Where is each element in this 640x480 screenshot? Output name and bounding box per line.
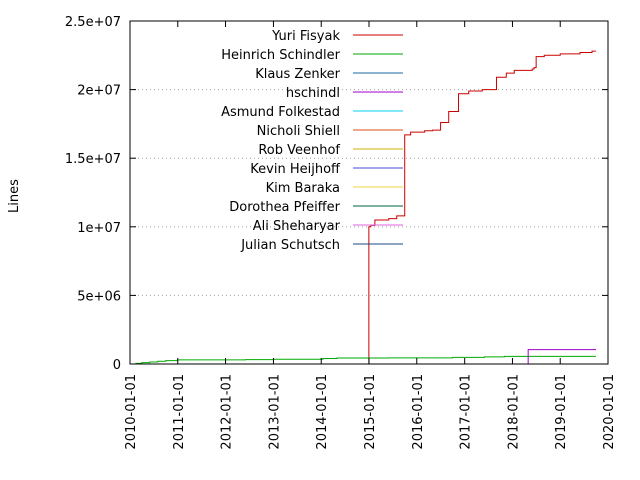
legend-label: Kevin Heijhoff (250, 162, 341, 177)
axis-ticks: 0 5e+06 1e+07 1.5e+07 2e+07 2.5e+07 2010-01-01… (65, 15, 617, 450)
x-tick-label: 2012-01-01 (220, 374, 235, 450)
legend-label: Heinrich Schindler (221, 48, 340, 63)
legend-label: Klaus Zenker (255, 67, 340, 82)
legend-label: Yuri Fisyak (271, 29, 340, 44)
y-axis-label: Lines (7, 179, 22, 213)
legend-label: Kim Baraka (266, 181, 340, 196)
x-tick-label: 2016-01-01 (411, 374, 426, 450)
x-tick-label: 2018-01-01 (506, 374, 521, 450)
series-group (130, 50, 596, 365)
y-tick-label: 5e+06 (77, 289, 121, 304)
x-tick-label: 2013-01-01 (267, 374, 282, 450)
legend-label: hschindl (286, 86, 340, 101)
legend-label: Nicholi Shiell (257, 124, 340, 139)
x-tick-label: 2017-01-01 (459, 374, 474, 450)
y-tick-label: 2e+07 (77, 84, 121, 99)
legend-label: Rob Veenhof (258, 143, 340, 158)
legend: Yuri Fisyak Heinrich Schindler Klaus Zenke… (221, 29, 403, 253)
x-tick-label: 2014-01-01 (315, 374, 330, 450)
legend-label: Asmund Folkestad (221, 105, 340, 120)
x-tick-label: 2020-01-01 (602, 374, 617, 450)
series-line (527, 349, 596, 364)
y-tick-label: 2.5e+07 (65, 15, 121, 30)
x-tick-label: 2015-01-01 (363, 374, 378, 450)
legend-label: Julian Schutsch (240, 238, 340, 253)
y-tick-label: 1e+07 (77, 221, 121, 236)
legend-label: Ali Sheharyar (253, 219, 341, 234)
x-tick-label: 2010-01-01 (124, 374, 139, 450)
y-tick-label: 1.5e+07 (65, 152, 121, 167)
series-line (368, 50, 596, 364)
x-tick-label: 2011-01-01 (172, 374, 187, 450)
x-tick-label: 2019-01-01 (554, 374, 569, 450)
series-line (130, 355, 596, 365)
y-tick-label: 0 (113, 358, 121, 373)
legend-label: Dorothea Pfeiffer (229, 200, 340, 215)
